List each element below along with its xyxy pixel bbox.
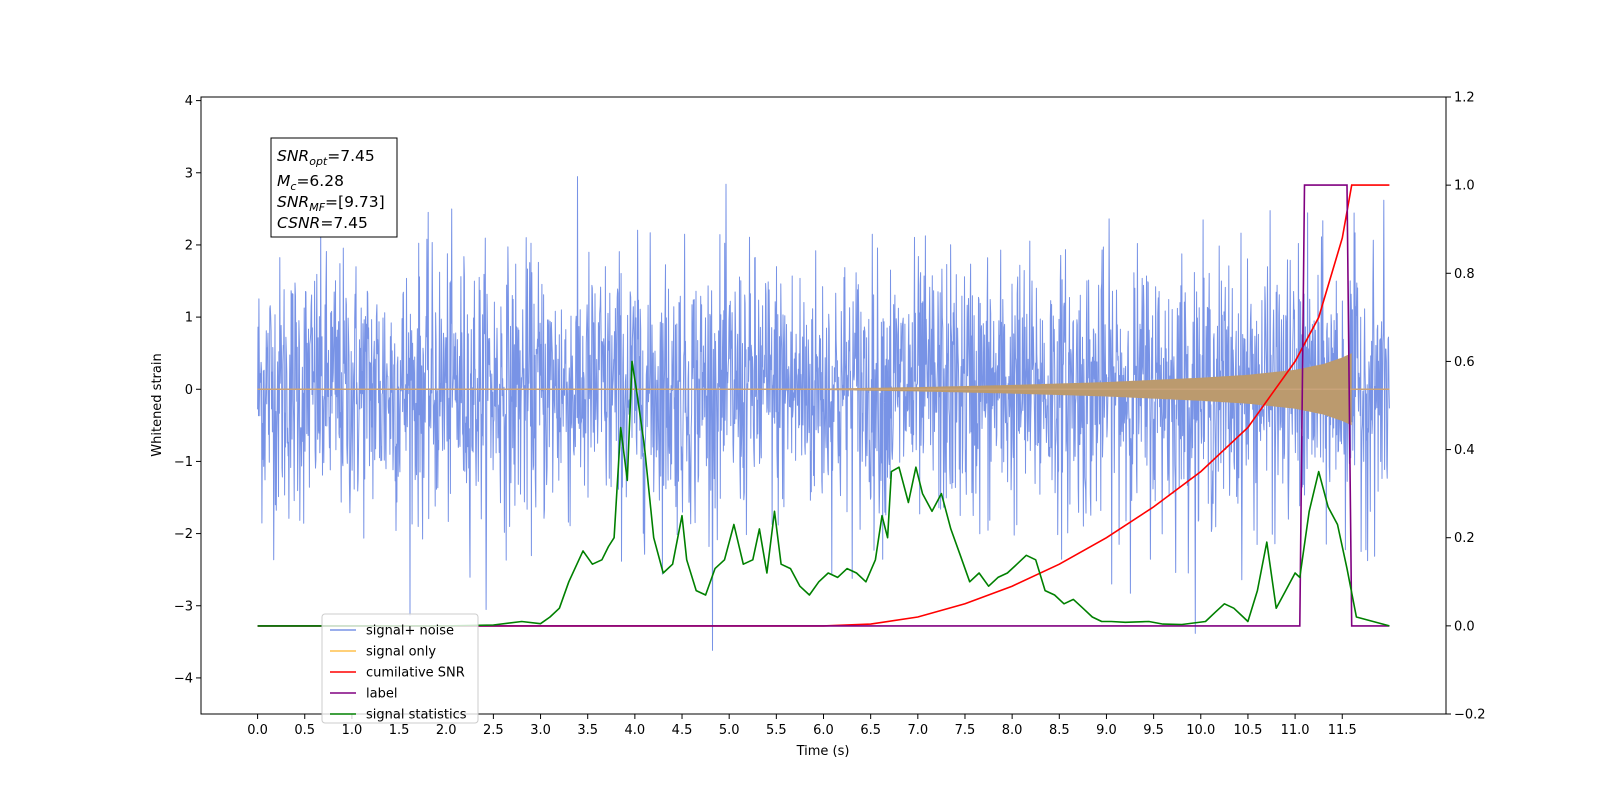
x-tick-label: 9.5 (1143, 723, 1164, 738)
y2-tick-label: 1.0 (1454, 179, 1475, 194)
x-tick-label: 1.5 (389, 723, 410, 738)
info-box-frame (270, 137, 398, 238)
x-tick-label: 7.0 (907, 723, 928, 738)
x-tick-label: 9.0 (1096, 723, 1117, 738)
y-tick-label: 0 (185, 383, 193, 398)
y-axis-right: 1.2 1.0 0.8 0.6 0.4 0.2 0.0 −0.2 (1446, 91, 1486, 723)
legend-label: signal+ noise (366, 624, 454, 639)
y-tick-label: −2 (174, 527, 193, 542)
legend-label: signal only (366, 645, 436, 660)
x-tick-label: 7.5 (955, 723, 976, 738)
x-tick-label: 2.5 (483, 723, 504, 738)
legend-label: label (366, 687, 397, 702)
x-tick-label: 6.5 (860, 723, 881, 738)
x-tick-label: 10.0 (1186, 723, 1215, 738)
y-tick-label: −1 (174, 455, 193, 470)
y2-tick-label: 0.4 (1454, 443, 1475, 458)
y-tick-label: 1 (185, 311, 193, 326)
x-tick-label: 5.0 (719, 723, 740, 738)
x-tick-label: 10.5 (1233, 723, 1262, 738)
y-tick-label: 4 (185, 94, 193, 109)
x-tick-label: 3.5 (577, 723, 598, 738)
x-tick-label: 11.0 (1281, 723, 1310, 738)
info-snr-opt: SNRopt=7.45 (277, 147, 375, 168)
info-box: SNRopt=7.45 Mc=6.28 SNRMF=[9.73] CSNR=7.… (270, 137, 398, 238)
series-label (257, 184, 1390, 627)
y-axis-label: Whitened strain (150, 353, 165, 456)
y-tick-label: 2 (185, 238, 193, 253)
series-cumilative-snr (257, 184, 1390, 627)
x-tick-label: 8.0 (1002, 723, 1023, 738)
series-signal-plus-noise (257, 176, 1390, 651)
x-tick-label: 5.5 (766, 723, 787, 738)
y-tick-label: −4 (174, 671, 193, 686)
y2-tick-label: 0.8 (1454, 267, 1475, 282)
info-mc: Mc=6.28 (277, 172, 344, 193)
y2-tick-label: −0.2 (1454, 708, 1486, 723)
x-tick-label: 1.0 (342, 723, 363, 738)
legend-label: cumilative SNR (366, 666, 465, 681)
x-tick-label: 0.0 (247, 723, 268, 738)
x-axis-label: Time (s) (796, 744, 850, 759)
x-tick-label: 8.5 (1049, 723, 1070, 738)
legend: signal+ noise signal only cumilative SNR la… (321, 613, 479, 724)
legend-label: signal statistics (366, 708, 467, 723)
x-tick-label: 4.5 (672, 723, 693, 738)
x-tick-label: 3.0 (530, 723, 551, 738)
x-tick-label: 2.0 (436, 723, 457, 738)
y2-tick-label: 0.2 (1454, 531, 1475, 546)
info-csnr: CSNR=7.45 (277, 214, 368, 232)
series-signal-statistics (257, 360, 1390, 627)
info-snr-mf: SNRMF=[9.73] (277, 193, 385, 214)
series-layer (257, 176, 1390, 651)
x-tick-label: 4.0 (625, 723, 646, 738)
x-tick-label: 0.5 (294, 723, 315, 738)
y-tick-label: −3 (174, 599, 193, 614)
legend-frame (321, 613, 479, 724)
y2-tick-label: 0.6 (1454, 355, 1475, 370)
x-axis: 0.0 0.5 1.0 1.5 2.0 2.5 3.0 3.5 4.0 4.5 5.0 5.5 6.0 6… (247, 714, 1357, 738)
y2-tick-label: 0.0 (1454, 619, 1475, 634)
x-tick-label: 6.0 (813, 723, 834, 738)
y-tick-label: 3 (185, 166, 193, 181)
x-tick-label: 11.5 (1328, 723, 1357, 738)
y2-tick-label: 1.2 (1454, 91, 1475, 106)
y-axis-left: 4 3 2 1 0 −1 −2 −3 −4 (174, 94, 201, 686)
